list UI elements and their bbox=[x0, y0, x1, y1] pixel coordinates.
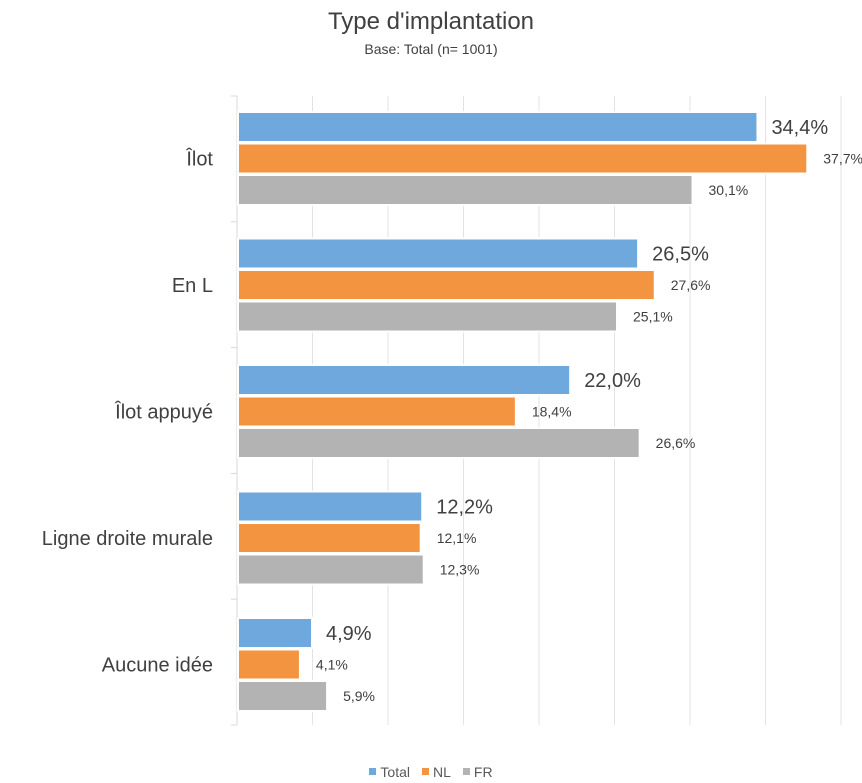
bar-total bbox=[237, 617, 313, 649]
category-label: Îlot bbox=[185, 148, 213, 171]
bar-nl bbox=[237, 648, 301, 681]
legend-item-fr: FR bbox=[462, 763, 493, 780]
data-label: 22,0% bbox=[584, 370, 641, 392]
data-label: 25,1% bbox=[633, 309, 673, 325]
category-label: En L bbox=[172, 275, 213, 297]
data-label: 27,6% bbox=[671, 277, 711, 293]
data-label: 12,3% bbox=[440, 562, 480, 578]
data-label: 30,1% bbox=[709, 182, 749, 198]
chart-subtitle: Base: Total (n= 1001) bbox=[364, 41, 498, 57]
chart-legend: Total NL FR bbox=[0, 762, 862, 780]
category-label: Ligne droite murale bbox=[42, 528, 213, 550]
bar-nl bbox=[237, 269, 656, 301]
legend-swatch bbox=[422, 768, 429, 775]
bar-fr bbox=[237, 300, 619, 333]
legend-item-total: Total bbox=[369, 764, 410, 780]
bar-fr bbox=[237, 680, 329, 712]
bar-total bbox=[237, 490, 424, 523]
data-label: 4,9% bbox=[326, 623, 372, 645]
category-label: Aucune idée bbox=[102, 655, 213, 677]
bar-total bbox=[237, 364, 572, 396]
bar-fr bbox=[237, 427, 641, 459]
bar-fr bbox=[237, 174, 694, 206]
legend-label: NL bbox=[433, 763, 451, 780]
data-label: 18,4% bbox=[532, 404, 572, 420]
legend-item-nl: NL bbox=[422, 764, 451, 780]
bar-nl bbox=[237, 522, 422, 554]
data-label: 37,7% bbox=[823, 151, 862, 167]
legend-label: FR bbox=[473, 763, 493, 780]
data-label: 12,1% bbox=[437, 530, 477, 546]
bar-total bbox=[237, 237, 640, 270]
bar-fr bbox=[237, 553, 425, 586]
bar-chart: Îlot 34,4% 37,7% 30,1% En L 26,5% 27,6% 25,1% Îl… bbox=[42, 95, 862, 726]
bar-nl bbox=[237, 142, 809, 175]
category-label: Îlot appuyé bbox=[114, 401, 213, 424]
legend-swatch bbox=[462, 768, 470, 775]
legend-label: Total bbox=[380, 763, 410, 780]
data-label: 12,2% bbox=[436, 497, 493, 519]
data-label: 5,9% bbox=[343, 688, 375, 704]
chart-title: Type d'implantation bbox=[327, 8, 535, 35]
legend-swatch bbox=[369, 768, 377, 775]
data-label: 26,6% bbox=[656, 435, 696, 451]
data-label: 26,5% bbox=[652, 244, 709, 266]
data-label: 4,1% bbox=[316, 657, 348, 673]
data-label: 34,4% bbox=[771, 117, 828, 139]
bar-nl bbox=[237, 395, 517, 428]
bar-total bbox=[237, 111, 759, 143]
